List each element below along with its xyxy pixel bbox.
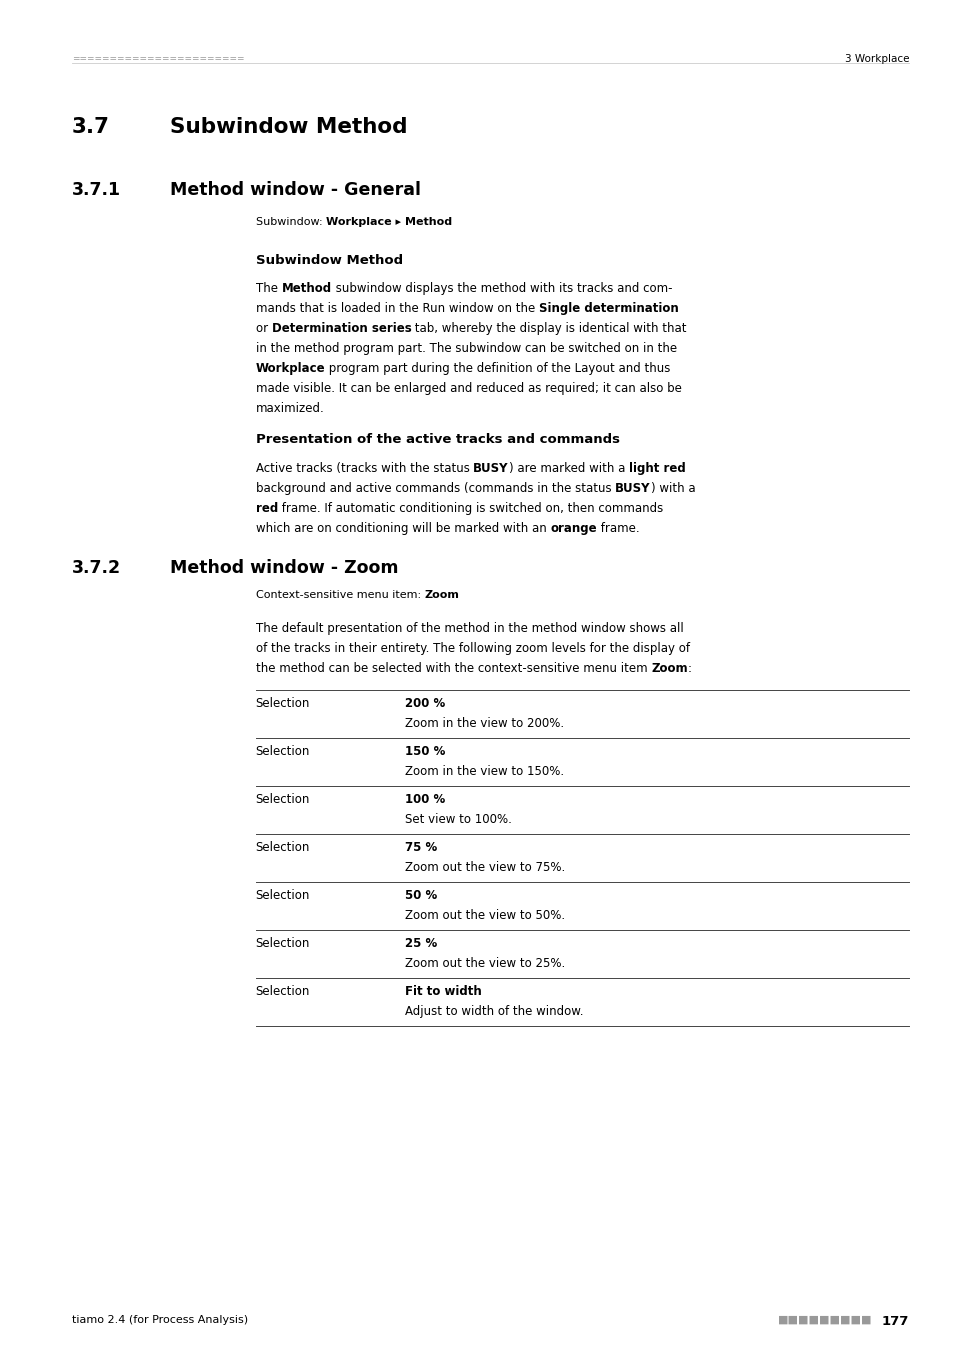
Text: BUSY: BUSY <box>473 462 508 475</box>
Text: Zoom in the view to 200%.: Zoom in the view to 200%. <box>405 717 564 730</box>
Text: Active tracks (tracks with the status: Active tracks (tracks with the status <box>255 462 473 475</box>
Text: Selection: Selection <box>255 937 310 949</box>
Text: made visible. It can be enlarged and reduced as required; it can also be: made visible. It can be enlarged and red… <box>255 382 680 396</box>
Text: The default presentation of the method in the method window shows all: The default presentation of the method i… <box>255 622 682 636</box>
Text: 200 %: 200 % <box>405 697 445 710</box>
Text: Zoom: Zoom <box>650 662 687 675</box>
Text: Selection: Selection <box>255 697 310 710</box>
Text: BUSY: BUSY <box>615 482 650 494</box>
Text: ■■■■■■■■■: ■■■■■■■■■ <box>778 1315 872 1324</box>
Text: Workplace ▸ Method: Workplace ▸ Method <box>326 217 452 227</box>
Text: Workplace: Workplace <box>255 362 325 375</box>
Text: in the method program part. The subwindow can be switched on in the: in the method program part. The subwindo… <box>255 342 676 355</box>
Text: tab, whereby the display is identical with that: tab, whereby the display is identical wi… <box>411 323 686 335</box>
Text: Subwindow:: Subwindow: <box>255 217 326 227</box>
Text: Single determination: Single determination <box>538 302 678 315</box>
Text: Selection: Selection <box>255 745 310 757</box>
Text: Method window - General: Method window - General <box>170 181 420 198</box>
Text: 3.7.1: 3.7.1 <box>71 181 120 198</box>
Text: Subwindow Method: Subwindow Method <box>255 254 402 267</box>
Text: Zoom out the view to 75%.: Zoom out the view to 75%. <box>405 861 565 873</box>
Text: Context-sensitive menu item:: Context-sensitive menu item: <box>255 590 424 601</box>
Text: =======================: ======================= <box>71 54 244 63</box>
Text: subwindow displays the method with its tracks and com-: subwindow displays the method with its t… <box>332 282 671 296</box>
Text: tiamo 2.4 (for Process Analysis): tiamo 2.4 (for Process Analysis) <box>71 1315 248 1324</box>
Text: or: or <box>255 323 272 335</box>
Text: Selection: Selection <box>255 888 310 902</box>
Text: Zoom in the view to 150%.: Zoom in the view to 150%. <box>405 765 564 778</box>
Text: Selection: Selection <box>255 792 310 806</box>
Text: light red: light red <box>628 462 685 475</box>
Text: 3.7: 3.7 <box>71 117 110 138</box>
Text: Determination series: Determination series <box>272 323 411 335</box>
Text: background and active commands (commands in the status: background and active commands (commands… <box>255 482 615 494</box>
Text: mands that is loaded in the Run window on the: mands that is loaded in the Run window o… <box>255 302 538 315</box>
Text: which are on conditioning will be marked with an: which are on conditioning will be marked… <box>255 521 550 535</box>
Text: Set view to 100%.: Set view to 100%. <box>405 813 512 826</box>
Text: red: red <box>255 502 277 514</box>
Text: The: The <box>255 282 281 296</box>
Text: orange: orange <box>550 521 597 535</box>
Text: 50 %: 50 % <box>405 888 437 902</box>
Text: ) with a: ) with a <box>650 482 695 494</box>
Text: Zoom out the view to 50%.: Zoom out the view to 50%. <box>405 909 565 922</box>
Text: Zoom out the view to 25%.: Zoom out the view to 25%. <box>405 957 565 969</box>
Text: :: : <box>687 662 691 675</box>
Text: Zoom: Zoom <box>424 590 458 601</box>
Text: Selection: Selection <box>255 841 310 853</box>
Text: of the tracks in their entirety. The following zoom levels for the display of: of the tracks in their entirety. The fol… <box>255 643 689 655</box>
Text: 25 %: 25 % <box>405 937 437 949</box>
Text: Method: Method <box>281 282 332 296</box>
Text: the method can be selected with the context-sensitive menu item: the method can be selected with the cont… <box>255 662 650 675</box>
Text: 3 Workplace: 3 Workplace <box>843 54 908 63</box>
Text: frame. If automatic conditioning is switched on, then commands: frame. If automatic conditioning is swit… <box>277 502 662 514</box>
Text: Method window - Zoom: Method window - Zoom <box>170 559 398 578</box>
Text: 150 %: 150 % <box>405 745 445 757</box>
Text: Fit to width: Fit to width <box>405 984 481 998</box>
Text: 100 %: 100 % <box>405 792 445 806</box>
Text: frame.: frame. <box>597 521 639 535</box>
Text: Subwindow Method: Subwindow Method <box>170 117 407 138</box>
Text: 75 %: 75 % <box>405 841 437 853</box>
Text: ) are marked with a: ) are marked with a <box>508 462 628 475</box>
Text: 3.7.2: 3.7.2 <box>71 559 120 578</box>
Text: Adjust to width of the window.: Adjust to width of the window. <box>405 1004 583 1018</box>
Text: maximized.: maximized. <box>255 402 324 414</box>
Text: Presentation of the active tracks and commands: Presentation of the active tracks and co… <box>255 433 619 446</box>
Text: program part during the definition of the Layout and thus: program part during the definition of th… <box>325 362 670 375</box>
Text: Selection: Selection <box>255 984 310 998</box>
Text: 177: 177 <box>881 1315 908 1328</box>
